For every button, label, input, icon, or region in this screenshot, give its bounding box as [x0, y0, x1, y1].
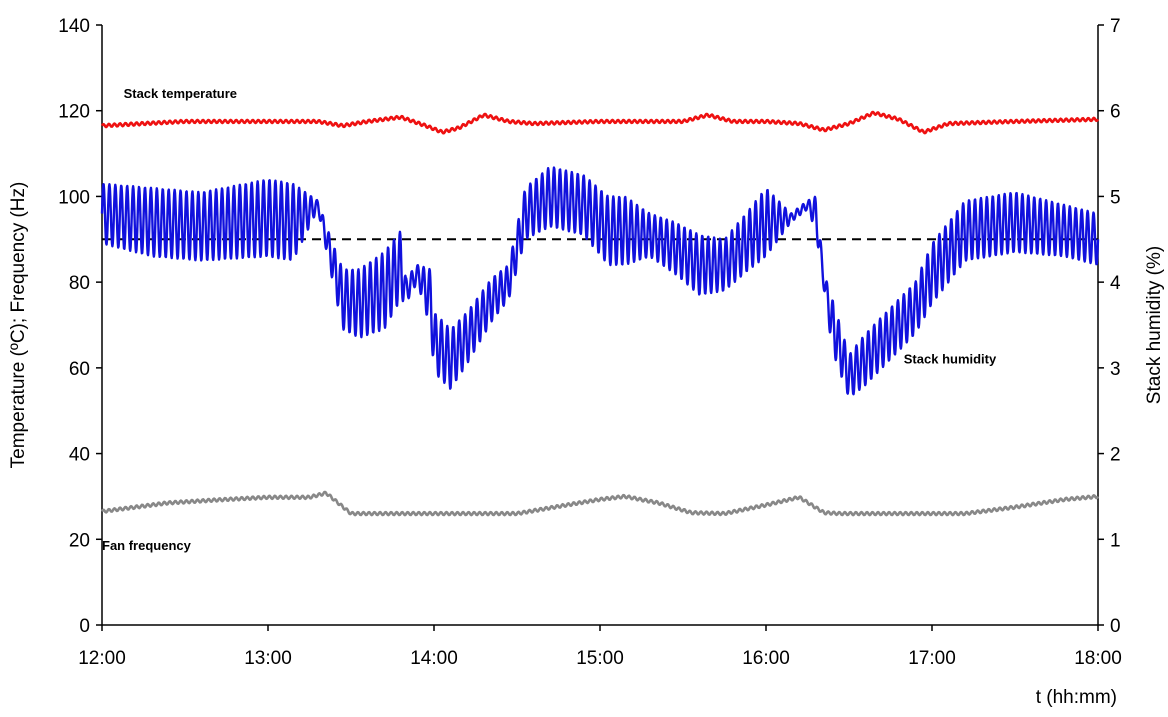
y-tick-label-left: 140	[58, 16, 90, 37]
y-axis-title-right: Stack humidity (%)	[1144, 246, 1165, 404]
y-tick-label-right: 5	[1110, 187, 1121, 208]
x-tick-label: 16:00	[742, 648, 790, 669]
x-tick-label: 14:00	[410, 648, 458, 669]
series-line-2	[100, 490, 1100, 517]
series-line-1	[100, 166, 1100, 396]
series-annotation: Stack humidity	[904, 352, 997, 367]
axes	[96, 24, 1104, 631]
y-tick-label-right: 6	[1110, 102, 1121, 123]
x-tick-label: 15:00	[576, 648, 624, 669]
y-tick-label-right: 4	[1110, 273, 1121, 294]
series-layer	[100, 110, 1100, 517]
y-tick-label-right: 2	[1110, 445, 1121, 466]
y-tick-label-left: 120	[58, 102, 90, 123]
x-tick-label: 12:00	[78, 648, 126, 669]
x-tick-label: 18:00	[1074, 648, 1122, 669]
y-tick-label-right: 7	[1110, 16, 1121, 37]
y-tick-label-left: 60	[69, 359, 90, 380]
y-tick-label-left: 100	[58, 187, 90, 208]
y-tick-label-left: 20	[69, 530, 90, 551]
series-line-0	[100, 110, 1100, 135]
y-tick-label-left: 40	[69, 445, 90, 466]
labels-layer: 0 20 40 60 80 100 120 140 0 1 2 3 4 5 6 7 12:00 13:00 14:0…	[8, 16, 1165, 708]
x-axis-title: t (hh:mm)	[1036, 687, 1117, 708]
y-tick-label-right: 1	[1110, 530, 1121, 551]
y-tick-label-right: 3	[1110, 359, 1121, 380]
series-annotation: Fan frequency	[102, 538, 192, 553]
y-tick-label-left: 0	[79, 616, 90, 637]
y-tick-label-right: 0	[1110, 616, 1121, 637]
y-tick-label-left: 80	[69, 273, 90, 294]
series-annotation: Stack temperature	[124, 86, 237, 101]
x-tick-label: 13:00	[244, 648, 292, 669]
x-tick-label: 17:00	[908, 648, 956, 669]
y-axis-title-left: Temperature (ºC); Frequency (Hz)	[8, 182, 29, 469]
